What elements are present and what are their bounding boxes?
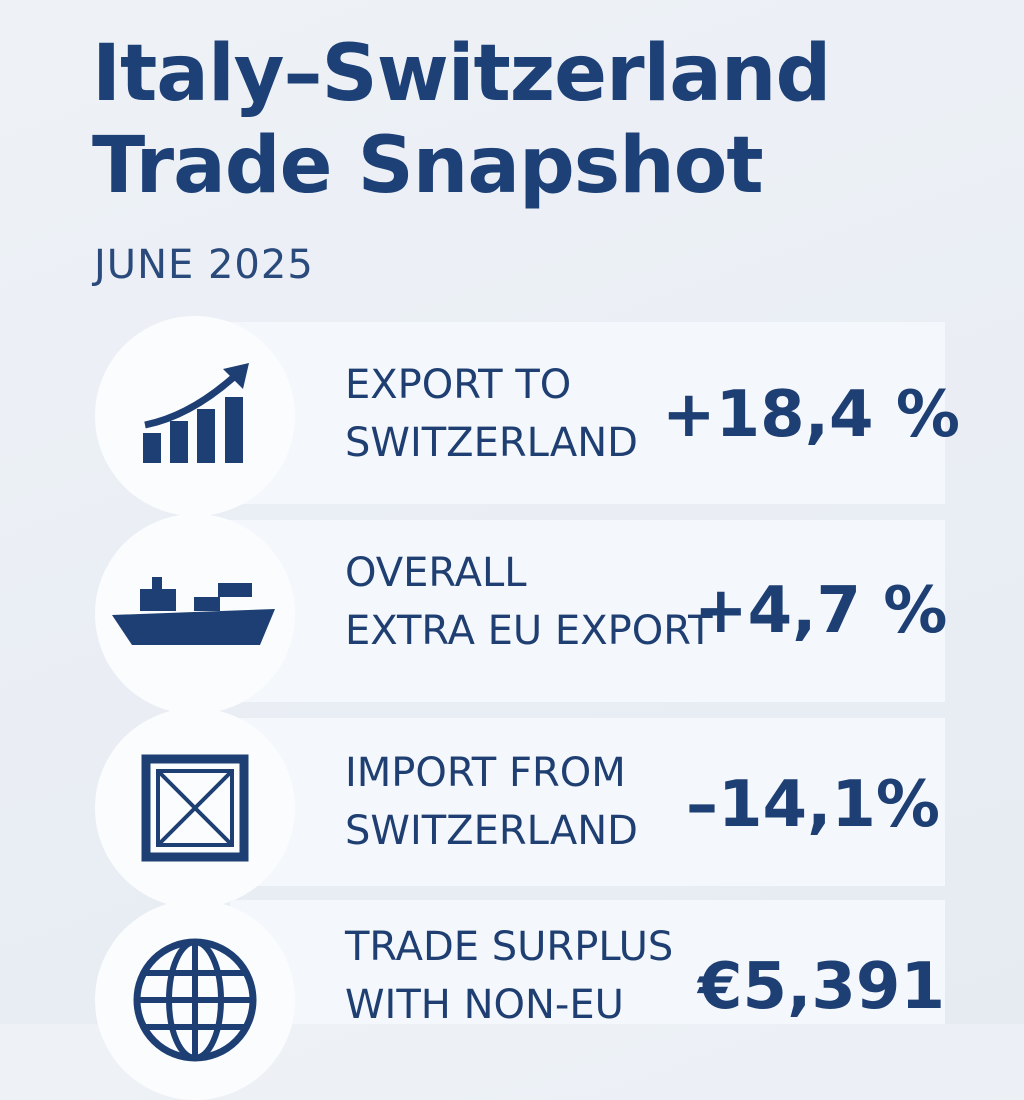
- item-label: IMPORT FROM SWITZERLAND: [345, 744, 638, 860]
- page: Italy–Switzerland Trade Snapshot JUNE 20…: [0, 0, 1024, 1062]
- item-value: +18,4 %: [662, 378, 960, 452]
- ship-icon: [112, 577, 275, 645]
- label-line: IMPORT FROM: [345, 750, 626, 796]
- label-line: EXTRA EU EXPORT: [345, 608, 713, 654]
- title: Italy–Switzerland Trade Snapshot: [92, 28, 831, 212]
- globe-icon: [133, 938, 257, 1062]
- item-value: €5,391: [698, 950, 945, 1024]
- icon-circle: [95, 900, 295, 1100]
- item-label: OVERALL EXTRA EU EXPORT: [345, 544, 713, 660]
- label-line: WITH NON-EU: [345, 982, 624, 1028]
- item-value: +4,7 %: [694, 574, 948, 648]
- icon-circle: [95, 514, 295, 714]
- item-label: TRADE SURPLUS WITH NON-EU: [345, 918, 673, 1034]
- subtitle: JUNE 2025: [94, 242, 314, 288]
- card: [230, 718, 945, 886]
- label-line: SWITZERLAND: [345, 808, 638, 854]
- card: [230, 322, 945, 504]
- icon-circle: [95, 316, 295, 516]
- title-line: Trade Snapshot: [92, 121, 764, 211]
- label-line: TRADE SURPLUS: [345, 924, 674, 970]
- box-icon: [141, 754, 249, 862]
- card: [230, 520, 945, 702]
- label-line: EXPORT TO: [345, 362, 572, 408]
- label-line: OVERALL: [345, 550, 527, 596]
- label-line: SWITZERLAND: [345, 420, 638, 466]
- icon-circle: [95, 708, 295, 908]
- item-label: EXPORT TO SWITZERLAND: [345, 356, 638, 472]
- title-line: Italy–Switzerland: [92, 29, 831, 119]
- item-value: –14,1%: [686, 768, 941, 842]
- chart-icon: [143, 363, 249, 463]
- card: [230, 900, 945, 1024]
